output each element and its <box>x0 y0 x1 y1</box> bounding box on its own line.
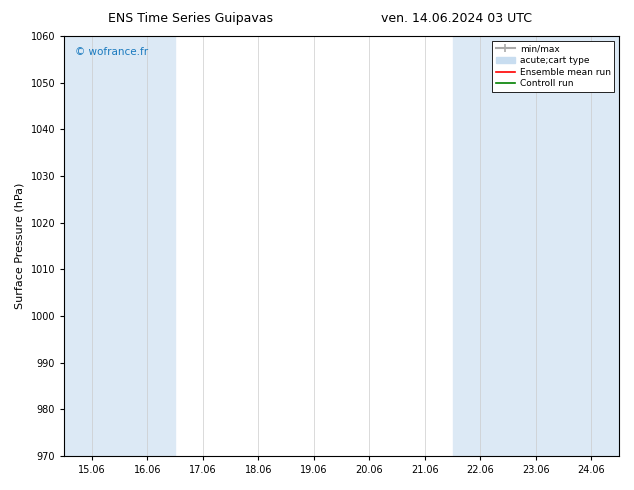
Bar <box>64 36 175 456</box>
Text: © wofrance.fr: © wofrance.fr <box>75 47 148 57</box>
Legend: min/max, acute;cart type, Ensemble mean run, Controll run: min/max, acute;cart type, Ensemble mean … <box>492 41 614 92</box>
Text: ENS Time Series Guipavas: ENS Time Series Guipavas <box>108 12 273 25</box>
Bar <box>453 36 619 456</box>
Text: ven. 14.06.2024 03 UTC: ven. 14.06.2024 03 UTC <box>381 12 532 25</box>
Y-axis label: Surface Pressure (hPa): Surface Pressure (hPa) <box>15 183 25 309</box>
